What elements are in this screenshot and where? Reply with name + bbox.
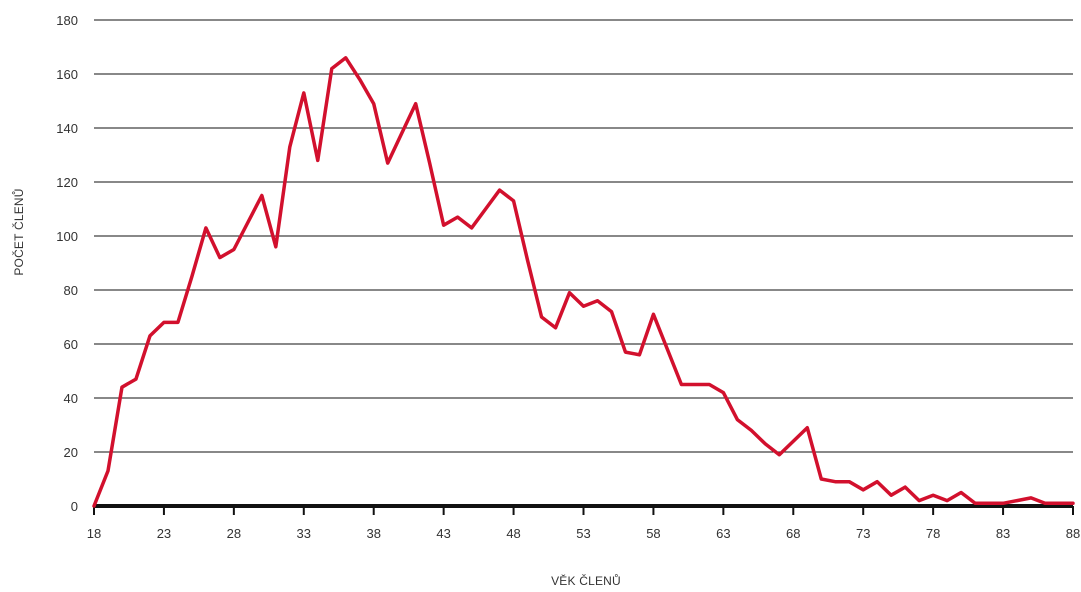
x-tick-label: 68 [786, 526, 800, 541]
x-axis [93, 504, 1074, 515]
x-tick-label: 33 [297, 526, 311, 541]
x-tick-label: 88 [1066, 526, 1080, 541]
x-tick-label: 73 [856, 526, 870, 541]
y-tick-label: 180 [56, 13, 78, 28]
x-tick-label: 43 [436, 526, 450, 541]
y-tick-label: 60 [64, 337, 78, 352]
series-line-0 [92, 56, 1075, 508]
y-tick-label: 20 [64, 445, 78, 460]
gridlines [94, 19, 1073, 453]
x-tick-label: 48 [506, 526, 520, 541]
y-axis-tick-labels: 0 20 40 60 80 100 120 140 160 180 [56, 13, 78, 514]
y-tick-label: 80 [64, 283, 78, 298]
x-tick-label: 23 [157, 526, 171, 541]
x-tick-label: 38 [366, 526, 380, 541]
y-tick-label: 40 [64, 391, 78, 406]
x-tick-label: 63 [716, 526, 730, 541]
series-layer [92, 56, 1075, 508]
x-tick-label: 28 [227, 526, 241, 541]
x-tick-label: 78 [926, 526, 940, 541]
y-axis-title: POČET ČLENŮ [11, 188, 26, 275]
x-tick-label: 83 [996, 526, 1010, 541]
x-tick-label: 18 [87, 526, 101, 541]
y-tick-label: 140 [56, 121, 78, 136]
y-tick-label: 100 [56, 229, 78, 244]
x-tick-label: 58 [646, 526, 660, 541]
x-axis-tick-labels: 18 23 28 33 38 43 48 53 58 63 68 73 78 83 88 [87, 526, 1080, 541]
y-tick-label: 160 [56, 67, 78, 82]
y-tick-label: 0 [71, 499, 78, 514]
y-tick-label: 120 [56, 175, 78, 190]
x-tick-label: 53 [576, 526, 590, 541]
x-axis-title: VĚK ČLENŮ [551, 573, 621, 588]
